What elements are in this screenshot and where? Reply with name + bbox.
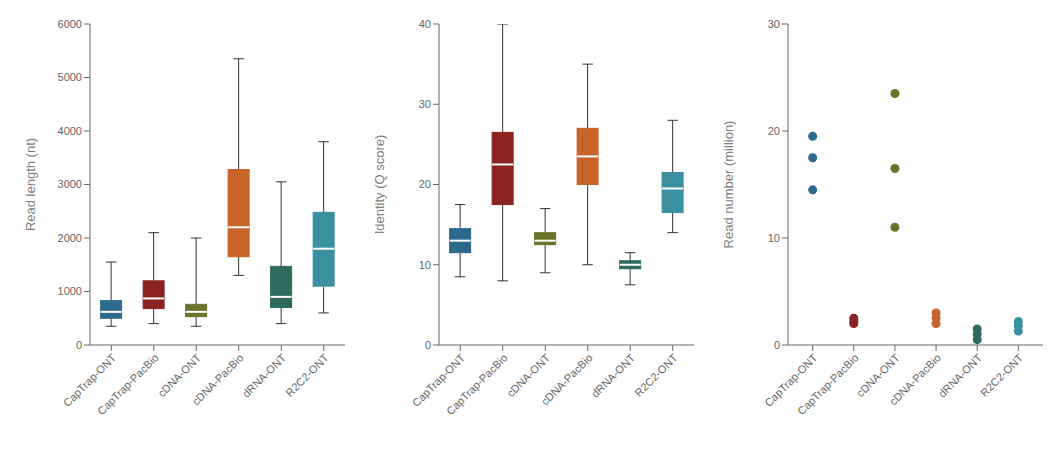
svg-text:40: 40 — [419, 18, 431, 30]
svg-text:CapTrap-PacBio: CapTrap-PacBio — [95, 351, 161, 417]
svg-text:0: 0 — [425, 339, 431, 351]
svg-text:0: 0 — [76, 339, 82, 351]
svg-text:Read number (million): Read number (million) — [721, 121, 736, 249]
svg-text:cDNA-PacBio: cDNA-PacBio — [190, 351, 246, 407]
svg-text:cDNA-PacBio: cDNA-PacBio — [887, 351, 943, 407]
svg-text:0: 0 — [774, 339, 780, 351]
svg-text:cDNA-ONT: cDNA-ONT — [854, 351, 902, 400]
svg-text:20: 20 — [768, 125, 780, 137]
svg-text:10: 10 — [419, 259, 431, 271]
svg-text:CapTrap-ONT: CapTrap-ONT — [762, 351, 820, 409]
svg-text:30: 30 — [768, 18, 780, 30]
svg-text:CapTrap-ONT: CapTrap-ONT — [409, 351, 468, 409]
svg-text:4000: 4000 — [58, 125, 82, 137]
svg-text:R2C2-ONT: R2C2-ONT — [632, 351, 680, 399]
svg-text:30: 30 — [419, 98, 431, 110]
svg-text:R2C2-ONT: R2C2-ONT — [283, 351, 331, 399]
svg-text:1000: 1000 — [58, 285, 82, 297]
svg-text:CapTrap-PacBio: CapTrap-PacBio — [444, 351, 510, 417]
svg-text:CapTrap-ONT: CapTrap-ONT — [60, 351, 119, 409]
svg-text:dRNA-ONT: dRNA-ONT — [240, 351, 288, 399]
svg-text:6000: 6000 — [58, 18, 82, 30]
svg-text:2000: 2000 — [58, 232, 82, 244]
svg-text:cDNA-PacBio: cDNA-PacBio — [539, 351, 595, 407]
svg-text:CapTrap-PacBio: CapTrap-PacBio — [795, 351, 861, 417]
svg-text:dRNA-ONT: dRNA-ONT — [589, 351, 637, 399]
svg-text:5000: 5000 — [58, 71, 82, 83]
svg-text:10: 10 — [768, 232, 780, 244]
svg-text:R2C2-ONT: R2C2-ONT — [978, 351, 1026, 399]
svg-text:cDNA-ONT: cDNA-ONT — [155, 351, 204, 400]
svg-text:cDNA-ONT: cDNA-ONT — [504, 351, 553, 400]
svg-text:dRNA-ONT: dRNA-ONT — [936, 351, 984, 399]
svg-text:Identity (Q score): Identity (Q score) — [372, 135, 387, 235]
svg-text:Read length (nt): Read length (nt) — [23, 138, 38, 231]
svg-text:20: 20 — [419, 178, 431, 190]
svg-text:3000: 3000 — [58, 178, 82, 190]
